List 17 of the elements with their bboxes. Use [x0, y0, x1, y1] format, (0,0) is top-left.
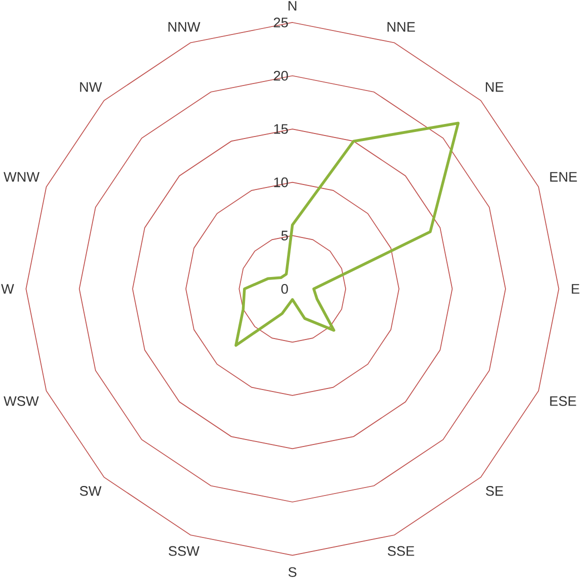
spoke-label: W: [1, 284, 14, 294]
spoke-label: SSE: [388, 546, 414, 556]
spoke-label: NE: [486, 82, 504, 92]
spoke-label: E: [572, 284, 580, 294]
spoke-label: SSW: [168, 546, 200, 556]
spoke-label: NNW: [168, 22, 200, 32]
spoke-label: N: [288, 1, 296, 11]
spoke-label: WSW: [4, 396, 39, 406]
spoke-label: SE: [486, 486, 504, 496]
spoke-label: SW: [80, 486, 102, 496]
spoke-label: WNW: [4, 172, 40, 182]
spoke-label: ESE: [550, 396, 576, 406]
y-tick-label: 0: [281, 284, 288, 294]
spoke-label: NNE: [388, 22, 415, 32]
spoke-label: S: [288, 567, 296, 577]
spoke-label: NW: [80, 82, 102, 92]
spoke-label: ENE: [550, 172, 577, 182]
